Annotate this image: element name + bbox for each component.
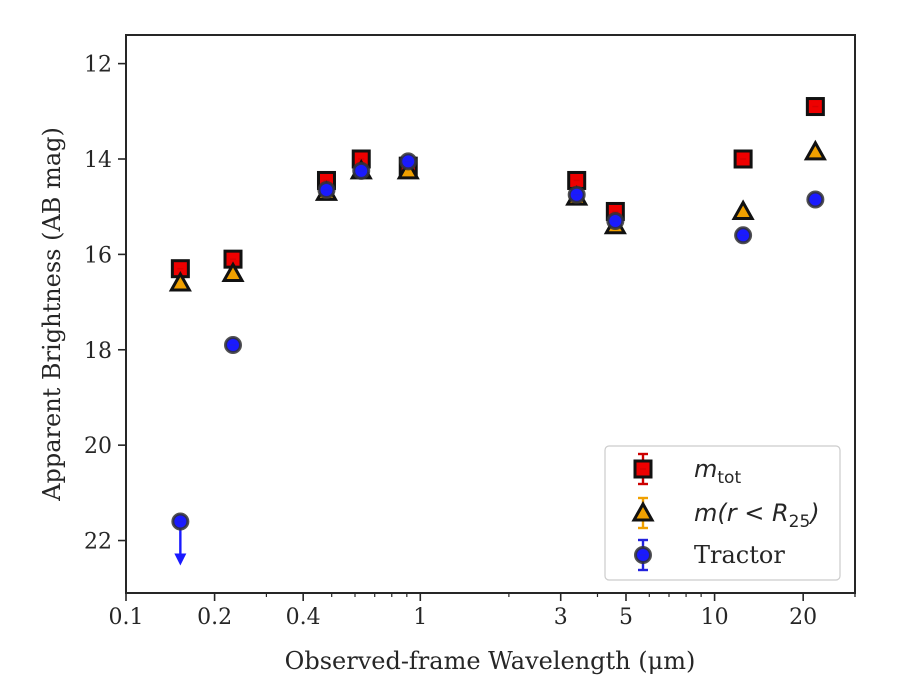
- point-circle-2-3: [399, 152, 418, 171]
- x-tick-label: 3: [554, 605, 568, 630]
- point-circle-2-5: [606, 212, 625, 230]
- point-triangle-1-0: [168, 270, 192, 292]
- point-circle-2-7: [806, 190, 825, 209]
- point-circle-2-6: [734, 226, 753, 245]
- legend-marker-square: [633, 452, 653, 486]
- y-tick-label: 14: [84, 148, 112, 173]
- x-tick-label: 10: [701, 605, 729, 630]
- point-triangle-1-7: [731, 199, 755, 220]
- y-tick-label: 18: [84, 339, 112, 364]
- legend: mtot m(r < R25) Tractor: [604, 445, 841, 581]
- legend-symbol: [633, 459, 653, 479]
- point-triangle-1-1: [221, 261, 245, 282]
- point-square-0-7: [733, 149, 753, 169]
- point-triangle-1-8: [803, 139, 827, 161]
- point-square-0-8: [805, 97, 825, 117]
- x-tick-label: 0.4: [286, 605, 321, 630]
- legend-box: [604, 445, 841, 581]
- point-circle-2-0: [224, 336, 243, 354]
- legend-label: Tractor: [694, 541, 785, 569]
- point-circle-2-2: [352, 161, 371, 180]
- data-marks: [168, 97, 827, 566]
- legend-symbol: [634, 546, 652, 564]
- x-tick-label: 5: [619, 605, 633, 630]
- axis-ticks: 0.1 0.2 0.4 1 3 5 10 20 12 14 16 18 20 22: [84, 53, 856, 630]
- point-circle-2-1: [317, 181, 336, 199]
- x-tick-label: 20: [789, 605, 817, 630]
- y-tick-label: 20: [84, 434, 112, 459]
- x-tick-label: 1: [413, 605, 427, 630]
- y-tick-label: 16: [84, 243, 112, 268]
- upper-limit-point-0: [171, 512, 190, 531]
- x-axis-label: Observed-frame Wavelength (μm): [285, 647, 696, 675]
- legend-marker-circle: [634, 538, 652, 572]
- legend-marker-triangle: [631, 496, 655, 530]
- x-tick-label: 0.2: [197, 605, 232, 630]
- y-tick-label: 22: [84, 530, 112, 555]
- y-axis-label: Apparent Brightness (AB mag): [38, 127, 66, 502]
- legend-symbol: [631, 500, 655, 522]
- y-tick-label: 12: [84, 53, 112, 78]
- plot-frame: [125, 34, 856, 594]
- legend-label: mtot: [694, 455, 741, 488]
- point-circle-2-4: [567, 185, 586, 204]
- x-tick-label: 0.1: [109, 605, 144, 630]
- legend-label: m(r < R25): [694, 499, 820, 532]
